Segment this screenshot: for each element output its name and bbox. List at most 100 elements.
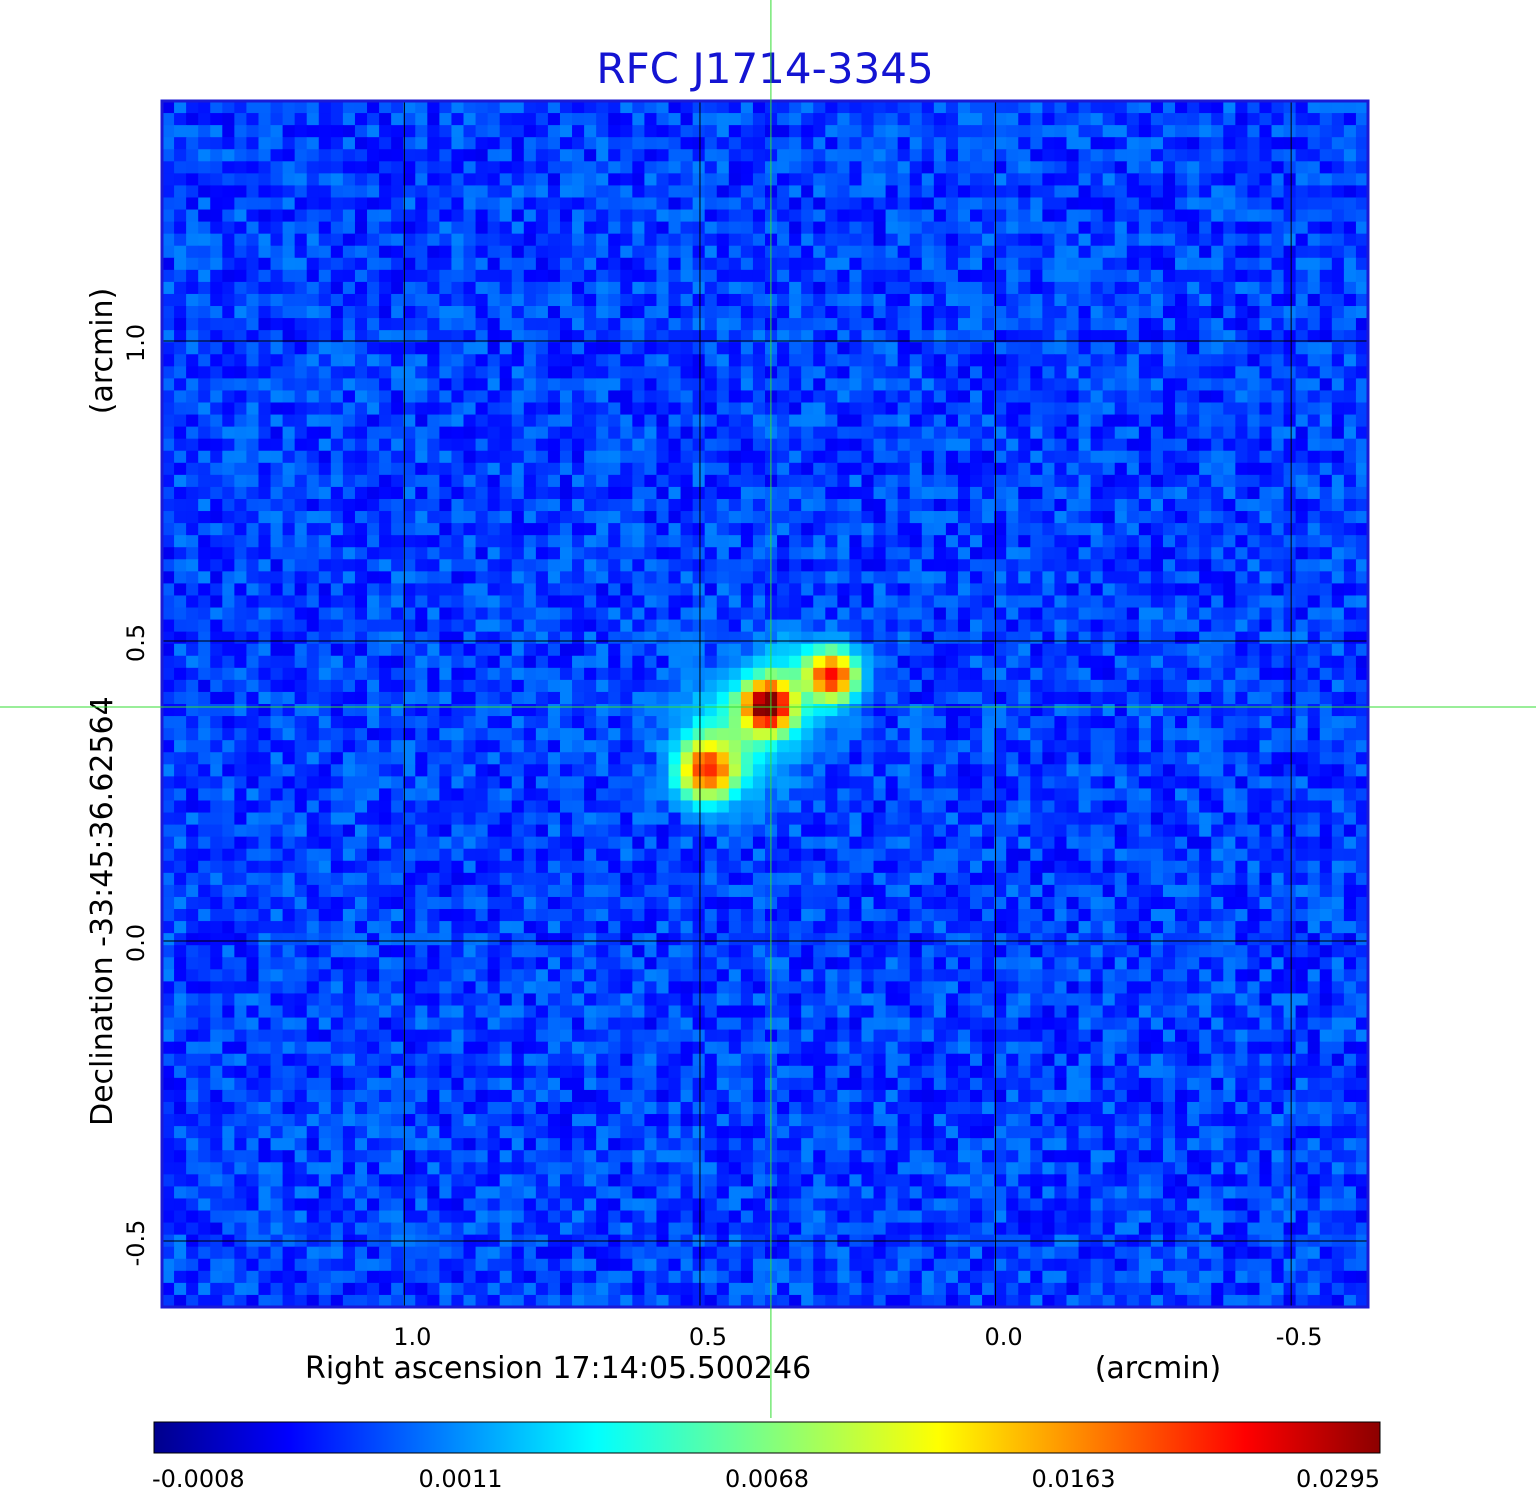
- image-pixel: [511, 462, 525, 476]
- image-pixel: [1319, 185, 1333, 199]
- image-pixel: [897, 137, 911, 150]
- image-pixel: [1114, 281, 1128, 295]
- image-pixel: [1247, 113, 1261, 126]
- image-pixel: [716, 655, 730, 669]
- image-pixel: [692, 221, 706, 235]
- image-pixel: [451, 306, 465, 319]
- image-pixel: [970, 293, 983, 307]
- image-pixel: [584, 306, 597, 319]
- image-pixel: [1175, 125, 1188, 138]
- image-pixel: [174, 414, 187, 428]
- image-pixel: [1114, 402, 1128, 416]
- image-pixel: [620, 318, 633, 331]
- image-pixel: [270, 571, 284, 584]
- image-pixel: [1102, 354, 1116, 367]
- image-pixel: [391, 257, 404, 271]
- image-pixel: [427, 631, 440, 645]
- image-pixel: [1295, 366, 1309, 379]
- image-pixel: [1259, 631, 1273, 645]
- image-pixel: [1355, 438, 1369, 452]
- image-pixel: [234, 390, 248, 404]
- image-pixel: [692, 185, 706, 199]
- image-pixel: [511, 137, 525, 150]
- image-pixel: [294, 535, 308, 548]
- image-pixel: [1042, 125, 1056, 138]
- image-pixel: [1211, 161, 1224, 174]
- image-pixel: [294, 113, 308, 126]
- image-pixel: [1066, 366, 1080, 379]
- image-pixel: [970, 595, 983, 609]
- image-pixel: [994, 233, 1007, 247]
- image-pixel: [342, 523, 356, 536]
- image-pixel: [511, 330, 525, 343]
- image-pixel: [728, 486, 742, 500]
- image-pixel: [379, 101, 392, 114]
- image-pixel: [1331, 667, 1345, 681]
- image-pixel: [933, 462, 947, 476]
- image-pixel: [391, 137, 404, 150]
- image-pixel: [1331, 257, 1345, 271]
- image-pixel: [499, 137, 513, 150]
- image-pixel: [1223, 498, 1236, 512]
- image-pixel: [354, 498, 368, 512]
- image-pixel: [535, 197, 549, 211]
- image-pixel: [1235, 426, 1248, 440]
- chart-title: RFC J1714-3345: [596, 44, 933, 93]
- image-pixel: [342, 535, 356, 548]
- image-pixel: [294, 330, 308, 343]
- image-pixel: [1355, 342, 1369, 355]
- image-pixel: [330, 667, 344, 681]
- image-pixel: [391, 631, 404, 645]
- image-pixel: [1259, 293, 1273, 307]
- image-pixel: [451, 330, 465, 343]
- image-pixel: [1235, 643, 1248, 657]
- image-pixel: [258, 559, 272, 572]
- image-pixel: [777, 390, 790, 404]
- image-pixel: [1138, 173, 1152, 187]
- image-pixel: [487, 318, 501, 331]
- image-pixel: [1247, 306, 1261, 319]
- image-pixel: [1199, 559, 1212, 572]
- image-pixel: [1018, 185, 1031, 199]
- image-pixel: [909, 269, 923, 283]
- image-pixel: [692, 257, 706, 271]
- image-pixel: [1211, 293, 1224, 307]
- image-pixel: [1054, 378, 1068, 392]
- image-pixel: [1307, 462, 1321, 476]
- image-pixel: [1102, 667, 1116, 681]
- image-pixel: [837, 113, 851, 126]
- image-pixel: [511, 113, 525, 126]
- image-pixel: [1295, 113, 1309, 126]
- image-pixel: [692, 438, 706, 452]
- image-pixel: [475, 438, 489, 452]
- image-pixel: [933, 257, 947, 271]
- image-pixel: [427, 486, 440, 500]
- image-pixel: [367, 691, 380, 705]
- image-pixel: [789, 318, 802, 331]
- image-pixel: [1126, 197, 1140, 211]
- image-pixel: [1006, 450, 1019, 464]
- image-pixel: [342, 378, 356, 392]
- image-pixel: [849, 450, 863, 464]
- image-pixel: [982, 523, 995, 536]
- image-pixel: [1078, 293, 1092, 307]
- image-pixel: [897, 306, 911, 319]
- image-pixel: [933, 667, 947, 681]
- image-pixel: [330, 523, 344, 536]
- image-pixel: [837, 619, 851, 633]
- image-pixel: [174, 595, 187, 609]
- image-pixel: [1102, 438, 1116, 452]
- image-pixel: [559, 173, 573, 187]
- image-pixel: [1114, 137, 1128, 150]
- image-pixel: [825, 691, 838, 705]
- image-pixel: [1054, 245, 1068, 259]
- image-pixel: [1138, 209, 1152, 223]
- image-pixel: [1199, 511, 1212, 524]
- image-pixel: [945, 293, 959, 307]
- image-pixel: [789, 173, 802, 187]
- image-pixel: [463, 221, 477, 235]
- image-pixel: [1126, 293, 1140, 307]
- image-pixel: [1307, 197, 1321, 211]
- image-pixel: [692, 330, 706, 343]
- image-pixel: [994, 402, 1007, 416]
